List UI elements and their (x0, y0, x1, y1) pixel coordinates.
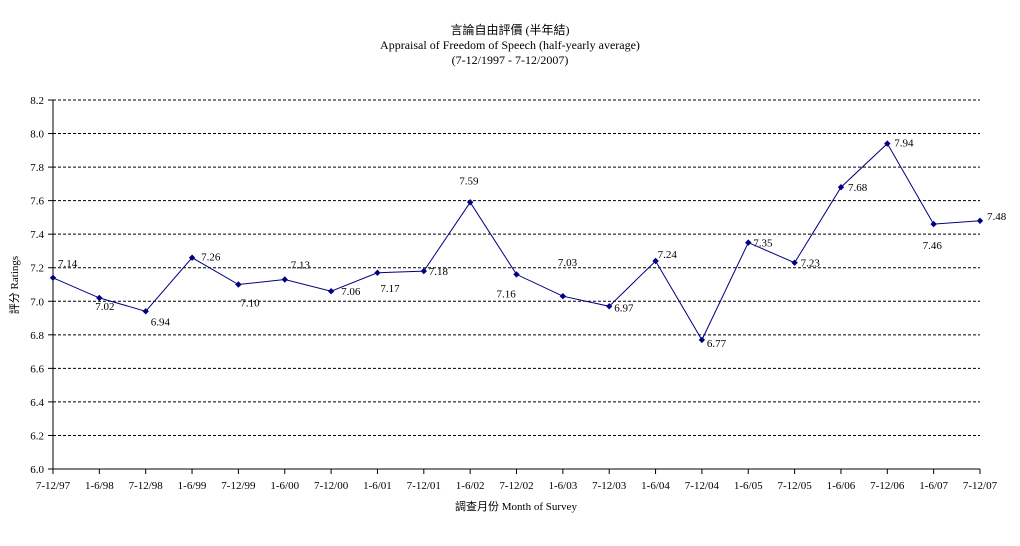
data-label: 7.03 (558, 257, 578, 269)
x-tick-label: 7-12/02 (499, 480, 533, 492)
y-tick-labels: 6.0 6.2 6.4 6.6 6.8 7.0 7.2 7.4 7.6 7.8 8.0 8.2 (30, 95, 44, 476)
data-label: 7.48 (987, 211, 1007, 223)
y-tick-label: 6.6 (30, 363, 44, 375)
y-tick-label: 7.4 (30, 229, 44, 241)
data-label: 7.14 (58, 258, 78, 270)
x-tick-label: 1-6/05 (734, 480, 763, 492)
x-tick-label: 7-12/99 (221, 480, 256, 492)
data-point-1-6/00 (281, 276, 288, 283)
data-point-7-12/01 (420, 267, 427, 275)
x-tick-label: 7-12/98 (129, 480, 164, 492)
data-point-7-12/02 (513, 271, 520, 278)
data-label: 7.59 (459, 175, 479, 187)
data-point-1-6/01 (374, 269, 381, 276)
data-point-7-12/04 (698, 336, 706, 344)
data-point-1-6/98 (96, 294, 103, 302)
x-tick-label: 1-6/06 (827, 480, 856, 492)
data-point-1-6/07 (930, 220, 937, 228)
x-tick-label: 1-6/04 (641, 480, 670, 492)
data-label: 7.35 (753, 238, 773, 250)
data-point-1-6/05 (745, 239, 752, 246)
x-tick-label: 1-6/03 (548, 480, 577, 492)
data-label: 6.77 (707, 338, 727, 350)
y-tick-label: 7.2 (30, 263, 44, 275)
y-tick-label: 8.2 (30, 95, 44, 107)
x-tick-label: 7-12/04 (685, 480, 720, 492)
x-tick-label: 7-12/97 (36, 480, 71, 492)
x-tick-label: 1-6/98 (85, 480, 114, 492)
x-tick-label: 1-6/07 (919, 480, 948, 492)
data-label: 7.26 (201, 252, 221, 264)
x-tick-label: 7-12/01 (407, 480, 441, 492)
data-label: 7.02 (95, 301, 114, 313)
data-label: 7.23 (801, 258, 821, 270)
x-tick-label: 7-12/00 (314, 480, 349, 492)
data-label: 7.18 (429, 266, 449, 278)
data-point-7-12/98 (142, 308, 149, 315)
data-label: 7.13 (291, 260, 311, 272)
y-axis-title: 評分 Ratings (7, 256, 21, 314)
y-tick-label: 7.0 (30, 296, 44, 308)
data-point-7-12/05 (791, 259, 798, 266)
data-label: 7.46 (923, 240, 943, 252)
x-tick-label: 1-6/02 (456, 480, 485, 492)
x-tick-label: 7-12/05 (777, 480, 812, 492)
y-tick-label: 6.8 (30, 330, 44, 342)
y-tick-label: 6.4 (30, 397, 44, 409)
chart-subtitle-range: (7-12/1997 - 7-12/2007) (452, 53, 569, 67)
data-point-7-12/06 (884, 140, 891, 147)
x-tick-label: 1-6/01 (363, 480, 392, 492)
x-tick-label: 1-6/00 (270, 480, 299, 492)
data-labels: 7.14 7.02 6.94 7.26 7.10 7.13 7.06 7.17 7.18 7.59… (58, 138, 1007, 350)
data-point-7-12/99 (235, 281, 242, 288)
axes (48, 99, 981, 474)
data-point-7-12/03 (606, 303, 613, 310)
y-tick-label: 7.6 (30, 196, 44, 208)
chart-subtitle: Appraisal of Freedom of Speech (half-yea… (380, 38, 640, 52)
x-tick-labels: 7-12/97 1-6/98 7-12/98 1-6/99 7-12/99 1-6/00 7… (36, 480, 998, 492)
x-tick-label: 7-12/07 (963, 480, 998, 492)
y-tick-label: 7.8 (30, 162, 44, 174)
data-label: 6.97 (614, 302, 634, 314)
data-label: 7.24 (658, 249, 678, 261)
y-tick-label: 6.0 (30, 464, 44, 476)
data-point-1-6/06 (837, 184, 845, 191)
x-tick-label: 7-12/06 (870, 480, 905, 492)
data-point-1-6/03 (559, 293, 567, 300)
data-point-1-6/04 (652, 257, 659, 265)
x-tick-label: 1-6/99 (178, 480, 207, 492)
grid-lines (53, 99, 980, 436)
data-point-1-6/02 (467, 199, 474, 206)
y-tick-label: 8.0 (30, 129, 44, 141)
chart-title: 言論自由評價 (半年結) (451, 22, 570, 37)
x-tick-label: 7-12/03 (592, 480, 627, 492)
data-label: 7.94 (894, 138, 914, 150)
data-label: 7.68 (848, 182, 868, 194)
data-points (49, 140, 984, 344)
data-label: 7.06 (341, 286, 361, 298)
series-line-ratings (52, 142, 981, 341)
data-label: 7.10 (240, 298, 260, 310)
data-label: 7.16 (497, 288, 517, 300)
data-label: 7.17 (380, 283, 400, 295)
data-point-7-12/07 (976, 217, 984, 224)
data-label: 6.94 (151, 316, 171, 328)
data-point-7-12/97 (49, 274, 57, 281)
data-point-1-6/99 (188, 254, 196, 261)
data-point-7-12/00 (327, 288, 335, 295)
series-line (52, 142, 981, 341)
y-tick-label: 6.2 (30, 430, 44, 442)
x-axis-title: 調查月份 Month of Survey (455, 499, 577, 513)
